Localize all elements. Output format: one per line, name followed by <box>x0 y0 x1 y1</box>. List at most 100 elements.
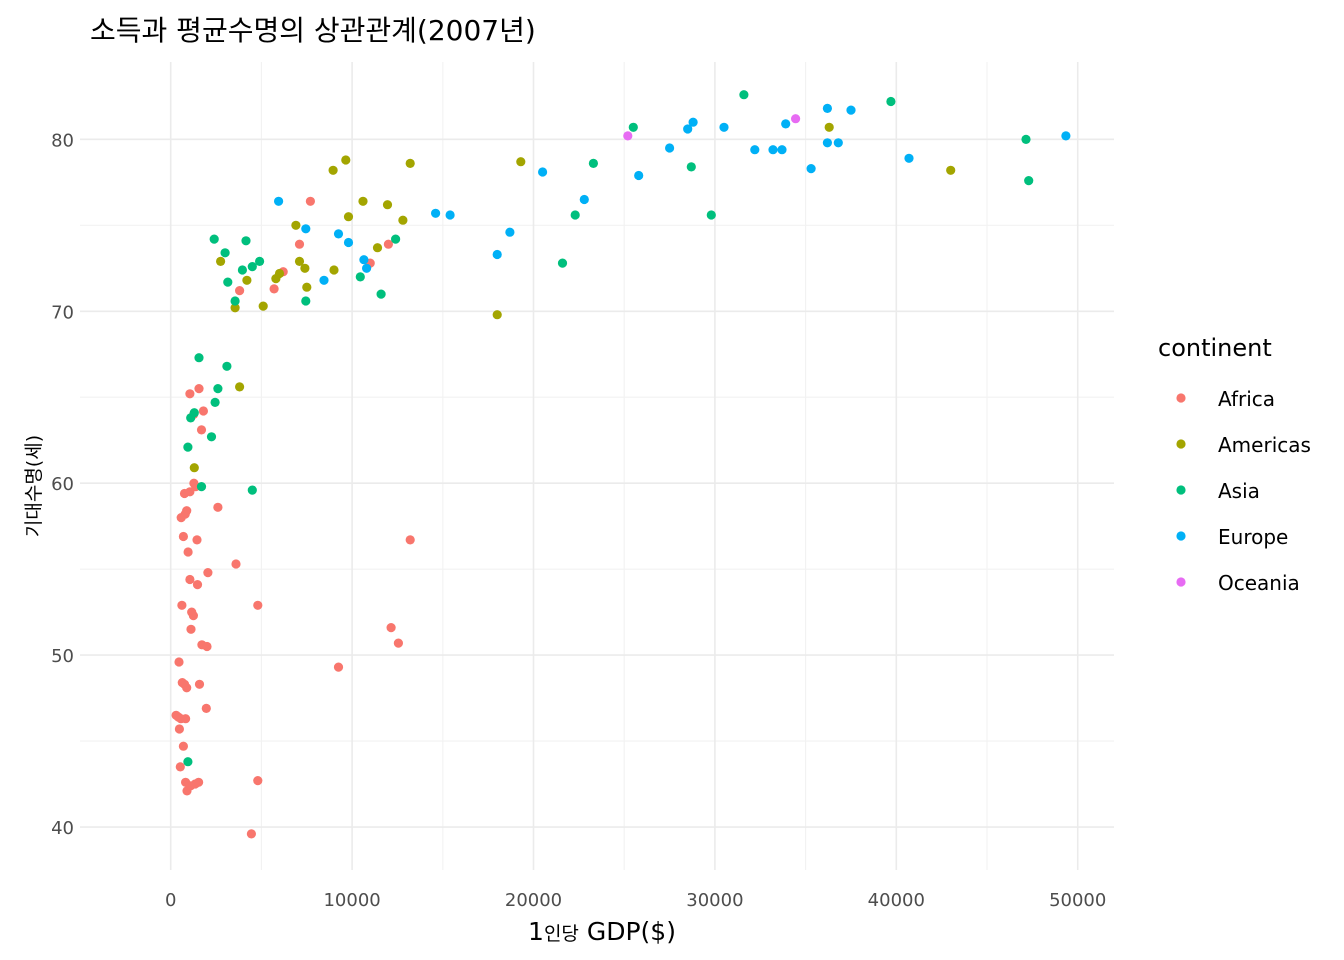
data-point <box>183 757 193 767</box>
data-point <box>750 145 760 155</box>
data-point <box>300 263 310 273</box>
data-point <box>686 162 696 172</box>
x-axis-title-number: 1 <box>528 917 544 946</box>
y-tick-label: 50 <box>51 646 74 667</box>
data-point <box>492 310 502 320</box>
legend-key-americas <box>1176 439 1186 449</box>
legend-label-europe: Europe <box>1218 525 1288 549</box>
data-point <box>806 164 816 174</box>
data-point <box>538 167 548 177</box>
data-point <box>824 122 834 132</box>
data-point <box>343 237 354 248</box>
data-point <box>183 442 193 452</box>
legend-label-asia: Asia <box>1218 479 1260 503</box>
data-point <box>393 638 403 648</box>
x-axis-title: 1인당 GDP($) <box>528 917 676 946</box>
data-point <box>202 641 212 652</box>
data-point <box>178 531 188 542</box>
legend-key-africa <box>1176 393 1186 403</box>
data-point <box>291 220 301 230</box>
data-point <box>516 157 526 167</box>
x-axis-title-hangul: 인당 <box>544 923 579 945</box>
data-point <box>355 272 365 282</box>
data-point <box>186 624 196 634</box>
data-point <box>343 212 354 222</box>
legend-label-oceania: Oceania <box>1218 571 1300 595</box>
data-point <box>216 256 226 266</box>
data-point <box>274 196 284 206</box>
data-point <box>329 265 339 275</box>
legend: continent Africa Americas Asia Europe Oceani… <box>1158 334 1311 595</box>
data-point <box>175 762 185 772</box>
data-point <box>1024 176 1034 186</box>
data-point <box>302 282 312 292</box>
data-point <box>386 623 396 633</box>
data-point <box>359 255 369 265</box>
data-point <box>301 296 311 306</box>
data-point <box>628 122 638 132</box>
data-point <box>383 239 393 249</box>
data-point <box>194 384 204 394</box>
data-point <box>822 138 833 148</box>
data-point <box>398 215 408 225</box>
data-point <box>198 406 208 416</box>
data-point <box>405 535 415 545</box>
data-point <box>213 384 223 394</box>
data-point <box>246 829 256 839</box>
data-point <box>185 574 195 585</box>
data-point <box>185 389 195 399</box>
series-americas <box>189 122 956 473</box>
series-europe <box>274 103 1071 285</box>
data-point <box>196 425 207 435</box>
data-point <box>192 580 203 590</box>
data-point <box>822 103 833 113</box>
data-point <box>230 303 240 313</box>
data-point <box>188 611 198 621</box>
x-tick-label: 0 <box>165 890 176 911</box>
data-point <box>362 263 372 273</box>
data-point <box>213 502 223 512</box>
data-point <box>557 258 568 268</box>
data-point <box>665 143 675 153</box>
data-point <box>570 210 580 220</box>
data-point <box>223 277 233 287</box>
data-point <box>791 114 801 124</box>
data-point <box>210 397 220 407</box>
data-point <box>230 296 240 306</box>
y-axis-title: 기대수명(세) <box>23 435 45 537</box>
data-point <box>247 262 257 272</box>
x-tick-label: 50000 <box>1049 890 1106 911</box>
data-point <box>777 145 787 155</box>
data-point <box>623 131 633 141</box>
data-point <box>183 547 193 557</box>
data-point <box>209 234 219 244</box>
data-point <box>781 119 791 129</box>
series-africa <box>171 196 415 839</box>
data-point <box>319 275 329 285</box>
data-point <box>305 196 315 206</box>
data-point <box>247 485 257 495</box>
data-point <box>201 703 211 714</box>
grid <box>80 62 1114 870</box>
data-point <box>634 170 644 181</box>
x-tick-label: 40000 <box>868 890 925 911</box>
chart-title: 소득과 평균수명의 상관관계(2007년) <box>90 14 536 47</box>
data-point <box>588 158 599 168</box>
data-point <box>269 284 279 294</box>
data-point <box>203 568 213 578</box>
data-point <box>206 432 217 442</box>
data-point <box>505 227 515 237</box>
x-axis-ticks: 0 10000 20000 30000 40000 50000 <box>165 890 1106 911</box>
data-point <box>719 122 729 132</box>
x-axis-title-gdp: GDP($) <box>579 917 676 946</box>
data-point <box>688 117 698 127</box>
data-point <box>255 256 265 266</box>
data-point <box>405 158 415 168</box>
legend-key-oceania <box>1176 577 1186 587</box>
data-point <box>1021 134 1031 144</box>
data-point <box>706 210 716 220</box>
x-tick-label: 10000 <box>323 890 380 911</box>
data-point <box>274 268 285 279</box>
y-tick-label: 60 <box>51 474 74 495</box>
legend-label-africa: Africa <box>1218 387 1275 411</box>
